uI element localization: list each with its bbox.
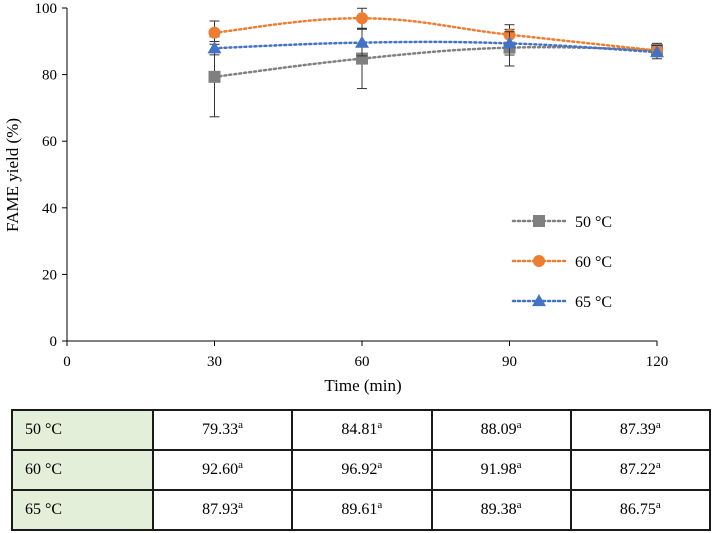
y-tick-label: 0: [50, 334, 58, 350]
table-cell: 96.92a: [291, 449, 433, 491]
cell-value: 89.61: [341, 501, 378, 518]
x-tick-label: 60: [355, 354, 370, 370]
yield-table-body: 50 °C 79.33a 84.81a 88.09a 87.39a 60 °C 92.60a…: [11, 409, 712, 531]
series-line: [213, 45, 659, 79]
series-line: [213, 17, 659, 52]
table-cell: 86.75a: [569, 489, 712, 531]
legend-label: 60 °C: [575, 254, 612, 271]
data-point: [355, 35, 369, 48]
table-cell: 87.39a: [569, 409, 712, 451]
table-cell: 84.81a: [291, 409, 433, 451]
y-tick-label: 60: [42, 134, 57, 150]
significance-letter: a: [655, 419, 661, 431]
legend-label: 65 °C: [575, 294, 612, 311]
yield-table: 50 °C 79.33a 84.81a 88.09a 87.39a 60 °C 92.60a…: [11, 409, 712, 531]
table-cell: 92.60a: [151, 449, 294, 491]
plot-area: 0 20 40 60 80 100 0 30 60 90 120 50 °C 60 °C 65 °C: [35, 1, 669, 370]
significance-letter: a: [238, 459, 244, 471]
row-label: 65 °C: [11, 489, 154, 531]
data-point: [650, 45, 664, 58]
data-point: [356, 12, 368, 25]
legend-label: 50 °C: [575, 214, 612, 231]
y-tick-label: 20: [42, 267, 57, 283]
cell-value: 92.60: [202, 461, 239, 478]
data-point: [208, 70, 221, 83]
cell-value: 87.39: [619, 421, 656, 438]
significance-letter: a: [238, 419, 244, 431]
x-tick-label: 120: [646, 354, 669, 370]
table-cell: 91.98a: [430, 449, 572, 491]
y-tick-label: 80: [42, 68, 57, 84]
series-line: [213, 40, 659, 54]
x-tick-label: 0: [63, 354, 71, 370]
significance-letter: a: [516, 459, 522, 471]
cell-value: 87.93: [202, 501, 239, 518]
legend-marker: [533, 215, 545, 227]
row-label: 60 °C: [11, 449, 154, 491]
significance-letter: a: [516, 499, 522, 511]
cell-value: 91.98: [480, 461, 517, 478]
significance-letter: a: [516, 419, 522, 431]
cell-value: 89.38: [480, 501, 517, 518]
x-axis-title: Time (min): [324, 376, 401, 395]
table-row: 50 °C 79.33a 84.81a 88.09a 87.39a: [11, 409, 712, 451]
significance-letter: a: [377, 459, 383, 471]
table-cell: 79.33a: [151, 409, 294, 451]
significance-letter: a: [377, 499, 383, 511]
cell-value: 88.09: [480, 421, 517, 438]
table-row: 60 °C 92.60a 96.92a 91.98a 87.22a: [11, 449, 712, 491]
data-point: [502, 36, 517, 49]
x-tick-label: 30: [207, 354, 222, 370]
legend-marker: [533, 255, 545, 267]
significance-letter: a: [655, 459, 661, 471]
table-cell: 89.38a: [430, 489, 572, 531]
y-tick-label: 100: [35, 1, 58, 17]
row-label: 50 °C: [11, 409, 154, 451]
cell-value: 96.92: [341, 461, 378, 478]
table-cell: 88.09a: [430, 409, 572, 451]
data-point: [208, 26, 221, 39]
fame-yield-chart: 0 20 40 60 80 100 0 30 60 90 120 50 °C 60 °C 65 °C Ti…: [3, 1, 669, 395]
cell-value: 79.33: [202, 421, 239, 438]
data-point: [207, 41, 222, 54]
table-cell: 87.93a: [151, 489, 294, 531]
table-cell: 87.22a: [569, 449, 712, 491]
x-tick-label: 90: [502, 354, 517, 370]
significance-letter: a: [238, 499, 244, 511]
table-row: 65 °C 87.93a 89.61a 89.38a 86.75a: [11, 489, 712, 531]
significance-letter: a: [655, 499, 661, 511]
legend-marker: [532, 294, 546, 307]
cell-value: 84.81: [341, 421, 378, 438]
cell-value: 86.75: [619, 501, 656, 518]
significance-letter: a: [377, 419, 383, 431]
cell-value: 87.22: [619, 461, 656, 478]
y-axis-title: FAME yield (%): [3, 118, 22, 232]
table-cell: 89.61a: [291, 489, 433, 531]
y-tick-label: 40: [42, 201, 57, 217]
